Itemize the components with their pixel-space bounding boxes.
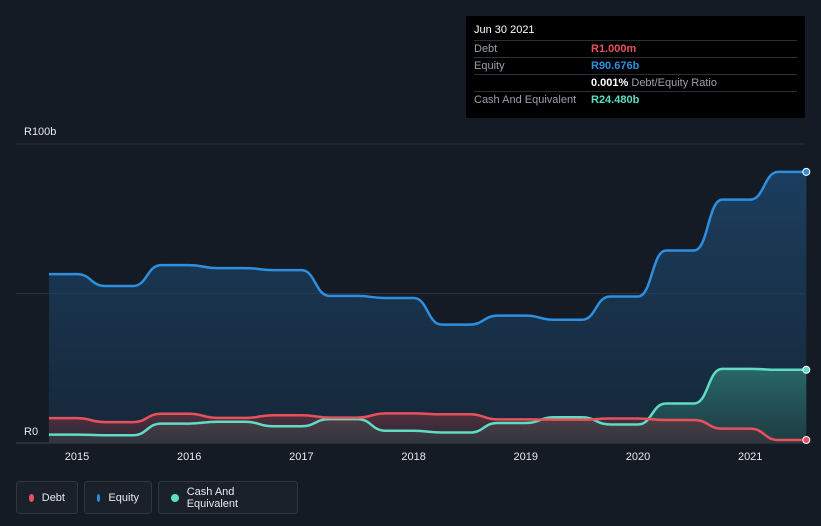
cash-and-equivalent-end-marker	[802, 365, 811, 374]
tooltip-row-ratio: 0.001% Debt/Equity Ratio	[474, 74, 797, 92]
end-markers	[802, 167, 811, 445]
y-tick-top: R100b	[24, 126, 57, 138]
x-tick-label: 2020	[625, 451, 651, 463]
tooltip-value: R90.676b	[591, 60, 640, 72]
legend-dot-icon	[29, 493, 34, 502]
ratio-value: 0.001%	[591, 77, 629, 89]
x-tick-label: 2018	[401, 451, 426, 463]
tooltip-label: Equity	[474, 60, 505, 72]
equity-area	[48, 171, 807, 443]
tooltip-value: R1.000m	[591, 43, 637, 55]
x-tick-label: 2016	[176, 451, 202, 463]
legend-dot-icon	[97, 493, 101, 502]
legend-item-cash[interactable]: Cash And Equivalent	[158, 481, 298, 514]
equity-end-marker	[802, 167, 811, 176]
tooltip-label: Cash And Equivalent	[474, 94, 577, 106]
x-tick-label: 2019	[513, 451, 539, 463]
legend-label: Cash And Equivalent	[186, 485, 239, 510]
tooltip-value: R24.480b	[591, 94, 640, 106]
legend-dot-icon	[171, 493, 179, 502]
tooltip: Jun 30 2021 Debt R1.000m Equity R90.676b…	[466, 16, 805, 118]
debt-line	[48, 412, 807, 442]
series-lines	[48, 170, 807, 442]
y-tick-bottom: R0	[24, 426, 39, 438]
x-tick-label: 2021	[737, 451, 763, 463]
legend-label: Equity	[108, 491, 139, 504]
legend-item-debt[interactable]: Debt	[16, 481, 78, 514]
legend-label: Debt	[41, 491, 65, 504]
tooltip-ratio: 0.001% Debt/Equity Ratio	[591, 77, 717, 89]
legend-item-equity[interactable]: Equity	[84, 481, 152, 514]
x-tick-label: 2017	[289, 451, 314, 463]
debt-end-marker	[802, 436, 811, 445]
tooltip-date: Jun 30 2021	[474, 24, 535, 36]
tooltip-label: Debt	[474, 43, 498, 55]
ratio-label: Debt/Equity Ratio	[631, 77, 717, 89]
tooltip-row-debt: Debt R1.000m	[474, 40, 797, 58]
tooltip-row-equity: Equity R90.676b	[474, 57, 797, 75]
tooltip-row-cash: Cash And Equivalent R24.480b	[474, 91, 797, 109]
cash-and-equivalent-line	[48, 367, 807, 437]
equity-line	[48, 170, 807, 326]
x-tick-label: 2015	[64, 451, 90, 463]
